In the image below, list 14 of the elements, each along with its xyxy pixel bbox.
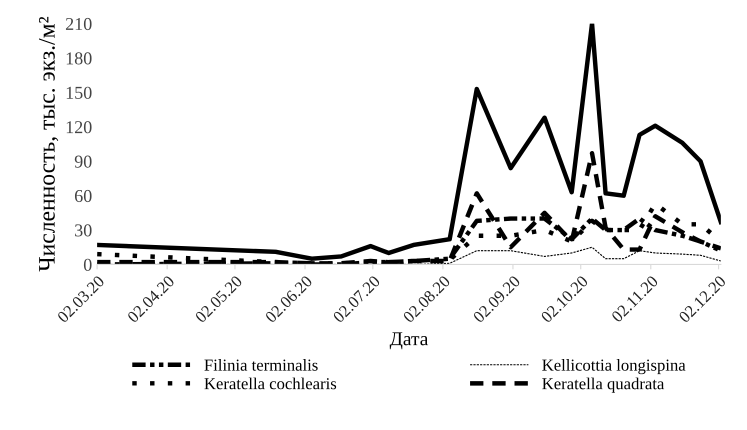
- y-tick-label: 90: [74, 156, 92, 168]
- legend-label: Filinia terminalis: [204, 359, 318, 371]
- y-tick-label: 150: [66, 86, 92, 99]
- legend-label: Keratella cochlearis: [204, 378, 336, 390]
- x-axis-title: Дата: [390, 332, 428, 350]
- y-tick-label: 210: [66, 18, 92, 30]
- y-axis-title: Численность, тыс. экз./м²: [39, 16, 58, 272]
- legend-label: Keratella quadrata: [542, 378, 664, 393]
- y-tick-label: 60: [74, 190, 92, 202]
- y-tick-label: 0: [84, 258, 92, 271]
- y-tick-label: 120: [66, 121, 92, 134]
- y-tick-label: 180: [66, 52, 92, 64]
- legend-label: Kellicottia longispina: [542, 359, 686, 374]
- y-tick-label: 30: [75, 224, 92, 236]
